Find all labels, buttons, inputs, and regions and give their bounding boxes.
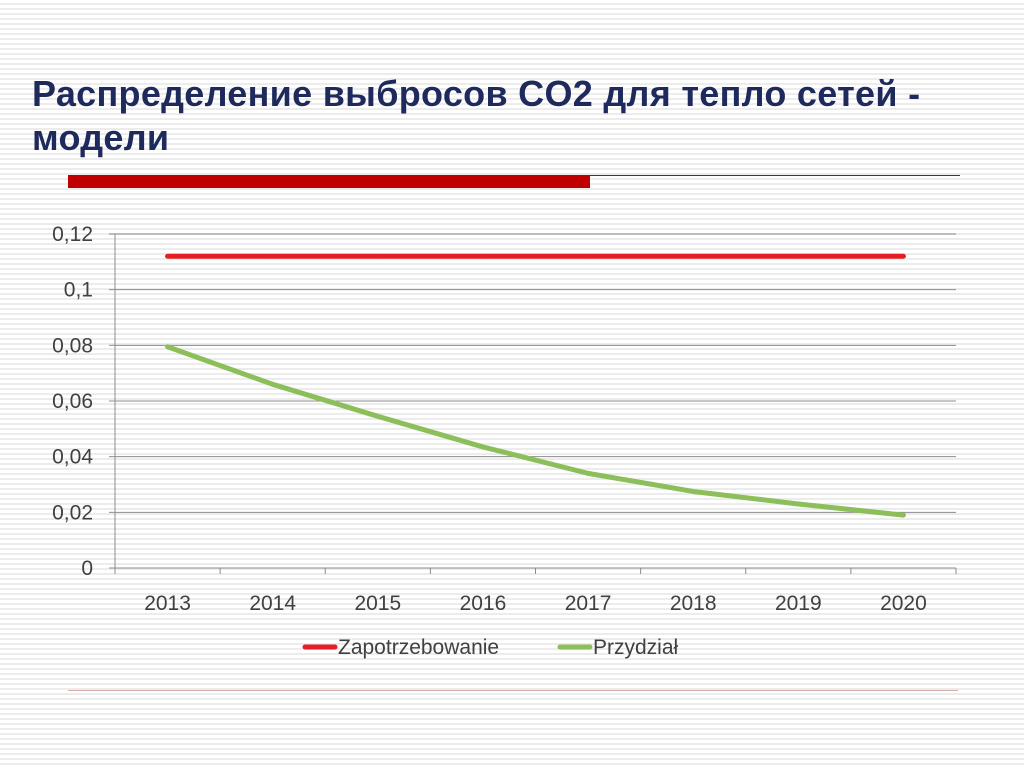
data-point bbox=[796, 501, 801, 506]
data-point bbox=[480, 444, 485, 449]
y-tick-label: 0,12 bbox=[52, 223, 93, 246]
legend-item-przydzial: Przydział bbox=[557, 636, 679, 659]
data-point bbox=[901, 254, 906, 259]
data-point bbox=[586, 471, 591, 476]
footer-divider bbox=[68, 690, 958, 691]
x-tick-label: 2016 bbox=[460, 592, 507, 615]
chart-series bbox=[165, 253, 906, 518]
x-tick-label: 2015 bbox=[354, 592, 401, 615]
data-point bbox=[691, 489, 696, 494]
y-axis-tick-labels: 0 0,02 0,04 0,06 0,08 0,1 0,12 bbox=[52, 223, 93, 580]
x-tick-label: 2020 bbox=[880, 592, 927, 615]
data-point bbox=[165, 344, 170, 349]
y-tick-label: 0,06 bbox=[52, 390, 93, 413]
chart-axes bbox=[109, 233, 957, 574]
x-tick-label: 2018 bbox=[670, 592, 717, 615]
chart-gridlines bbox=[115, 233, 956, 513]
legend-item-zapotrzebowanie: Zapotrzebowanie bbox=[302, 636, 499, 659]
data-point bbox=[691, 254, 696, 259]
data-point bbox=[375, 254, 380, 259]
data-point bbox=[586, 254, 591, 259]
data-point bbox=[270, 254, 275, 259]
data-point bbox=[480, 254, 485, 259]
data-point bbox=[796, 254, 801, 259]
title-underline-thin bbox=[590, 175, 960, 176]
x-tick-label: 2017 bbox=[565, 592, 612, 615]
data-point bbox=[270, 382, 275, 387]
title-underline-thick bbox=[68, 175, 590, 188]
data-point bbox=[165, 254, 170, 259]
legend-label: Przydział bbox=[593, 636, 679, 659]
x-axis-tick-labels: 2013 2014 2015 2016 2017 2018 2019 2020 bbox=[144, 592, 927, 615]
x-tick-label: 2014 bbox=[249, 592, 296, 615]
y-tick-label: 0,08 bbox=[52, 334, 93, 357]
y-tick-label: 0,1 bbox=[64, 279, 93, 302]
legend-label: Zapotrzebowanie bbox=[338, 636, 499, 659]
y-tick-label: 0,04 bbox=[52, 446, 93, 469]
y-tick-label: 0 bbox=[81, 557, 93, 580]
data-point bbox=[375, 414, 380, 419]
chart-legend: Zapotrzebowanie Przydział bbox=[302, 636, 679, 659]
data-point bbox=[901, 513, 906, 518]
series-line-przydzial bbox=[165, 344, 906, 518]
x-tick-label: 2013 bbox=[144, 592, 191, 615]
x-tick-label: 2019 bbox=[775, 592, 822, 615]
slide-title: Распределение выбросов CO2 для тепло сет… bbox=[32, 73, 921, 158]
y-tick-label: 0,02 bbox=[52, 501, 93, 524]
